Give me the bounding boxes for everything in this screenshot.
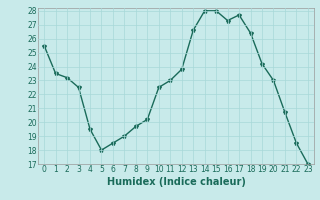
X-axis label: Humidex (Indice chaleur): Humidex (Indice chaleur) [107,177,245,187]
